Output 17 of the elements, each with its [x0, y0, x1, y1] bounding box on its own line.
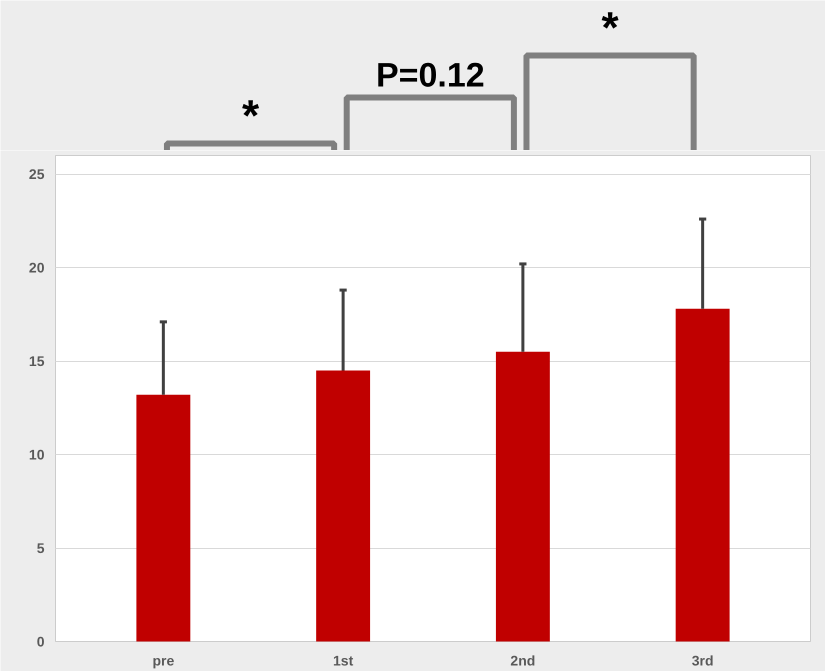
- bar: [136, 394, 190, 642]
- x-tick-label: 2nd: [510, 652, 536, 668]
- x-tick-label: pre: [152, 652, 174, 668]
- y-tick-label: 0: [36, 634, 45, 650]
- bar: [496, 352, 550, 642]
- y-tick-label: 15: [28, 353, 45, 370]
- y-tick-label: 10: [28, 446, 45, 463]
- y-tick-label: 5: [36, 540, 45, 556]
- text: *: [602, 4, 620, 52]
- y-tick-label: 20: [28, 260, 45, 276]
- text: P=0.12: [376, 56, 485, 94]
- bar: [316, 370, 370, 642]
- y-tick-label: 25: [28, 166, 45, 182]
- x-tick-label: 3rd: [692, 652, 714, 668]
- bar: [676, 308, 730, 642]
- text: *: [242, 92, 260, 140]
- x-tick-label: 1st: [333, 652, 354, 668]
